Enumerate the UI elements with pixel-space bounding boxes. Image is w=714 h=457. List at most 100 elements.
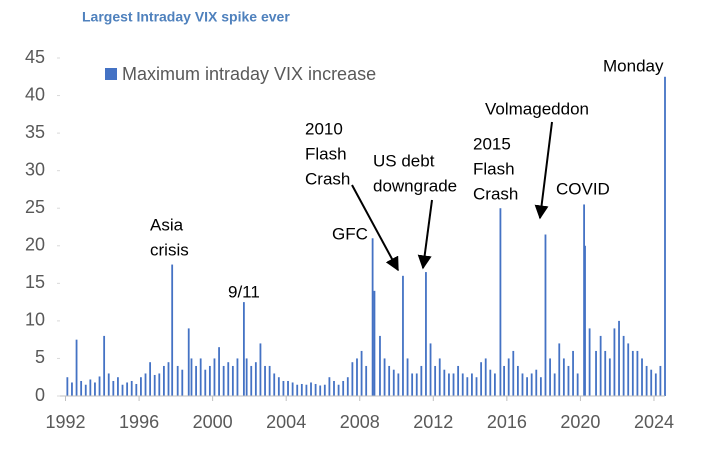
x-tick-label: 2012 [413,412,453,432]
bar [434,365,437,396]
bar [425,272,427,396]
bar [84,384,87,396]
bar [471,373,473,396]
bar [94,382,96,396]
y-tick-label: 20 [25,235,45,255]
bar [310,382,312,396]
bar [236,358,239,396]
bar [291,382,294,396]
annotation: 2010 [305,119,343,138]
bar [259,343,262,396]
bar [448,373,450,396]
bar [650,369,653,396]
annotation: 9/11 [228,282,260,301]
bar [107,373,110,396]
y-tick-label: 30 [25,159,45,179]
annotation: 2015 [473,134,511,153]
bar [287,380,289,396]
bar [553,373,556,396]
bar [584,245,586,396]
bar [539,377,542,396]
y-tick-label: 0 [35,385,45,405]
arrow [534,121,553,220]
bar [383,358,386,396]
bar [558,343,561,396]
bar [562,358,565,396]
bar [149,362,152,396]
bar [245,358,248,396]
x-tick-label: 2008 [340,412,380,432]
bar [140,377,142,396]
bar [402,275,404,396]
bar [627,343,630,396]
annotation: Volmageddon [485,99,589,118]
x-tick-label: 2024 [634,412,674,432]
y-tick-label: 15 [25,272,45,292]
x-tick-label: 1996 [119,412,159,432]
y-tick-label: 45 [25,47,45,67]
annotation: Monday [603,56,664,75]
bar [461,373,464,396]
bar [526,377,528,396]
bar [346,377,349,396]
annotation: Flash [305,144,347,163]
bar [328,377,331,396]
bar [153,374,156,396]
bar [475,377,478,396]
bar [411,373,414,396]
bar [608,358,611,396]
annotation: Crash [473,184,518,203]
y-tick-label: 35 [25,122,45,142]
bar [162,365,165,396]
bar [71,382,73,396]
annotation: downgrade [373,176,457,195]
bar [342,380,345,396]
bar [521,373,524,396]
bar [144,373,147,396]
bar [80,380,83,396]
bar [489,369,492,396]
bar [360,350,363,396]
bar [333,380,335,396]
bar [530,373,533,396]
bar [420,365,423,396]
y-tick-label: 10 [25,310,45,330]
bar [242,302,245,396]
bar [218,347,220,396]
bar [567,365,570,396]
chart-title: Largest Intraday VIX spike ever [82,9,290,25]
bar [250,365,253,396]
bar [457,365,460,396]
bar [512,350,515,396]
bar [222,365,225,396]
bar [176,365,179,396]
bar [484,358,487,396]
annotation: COVID [556,179,610,198]
bar [503,365,505,396]
bar [641,358,643,396]
bar [187,328,190,396]
y-tick-label: 40 [25,84,45,104]
bar [199,358,202,396]
bar [337,384,340,396]
bar [576,373,579,396]
bar [158,373,161,396]
bar [351,362,354,396]
bar [75,339,78,396]
bar [618,320,620,396]
annotation: US debt [373,151,435,170]
bar [231,365,234,396]
x-tick-label: 2020 [560,412,600,432]
bar [499,208,502,396]
bar [254,362,257,396]
bar [204,369,207,396]
bar [572,350,574,396]
bar [604,350,607,396]
bar [480,362,483,396]
bar [98,376,101,396]
bar [227,362,230,396]
bar [535,369,538,396]
bar [264,365,266,396]
bar [636,350,639,396]
